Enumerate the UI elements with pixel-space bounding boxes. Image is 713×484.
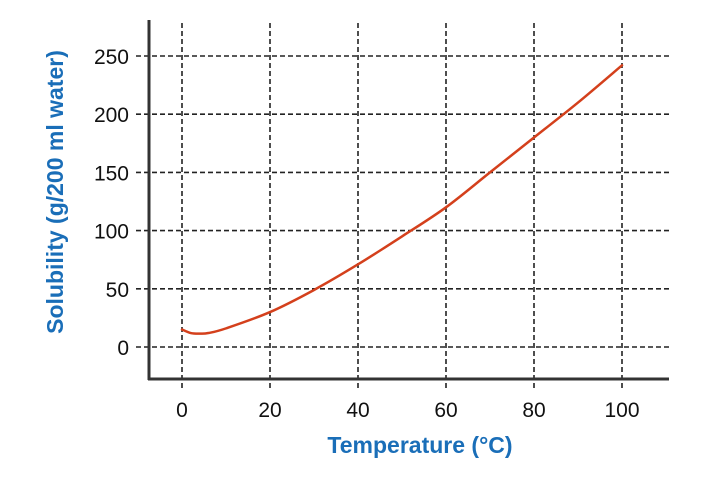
x-tick-label: 40 xyxy=(346,399,369,422)
y-tick-labels: 0 50 100 150 200 250 xyxy=(94,46,129,360)
x-tick-labels: 0 20 40 60 80 100 xyxy=(176,399,639,422)
y-tick-label: 150 xyxy=(94,162,129,185)
x-tick-label: 80 xyxy=(522,399,545,422)
x-tick-label: 100 xyxy=(604,399,639,422)
x-axis-title: Temperature (°C) xyxy=(327,432,512,458)
y-axis-title: Solubility (g/200 ml water) xyxy=(42,50,68,334)
y-tick-label: 200 xyxy=(94,104,129,127)
x-tick-label: 20 xyxy=(258,399,281,422)
y-tick-label: 250 xyxy=(94,46,129,69)
axes xyxy=(147,20,669,381)
y-tick-label: 100 xyxy=(94,221,129,244)
solubility-curve xyxy=(180,64,624,335)
x-tick-label: 60 xyxy=(434,399,457,422)
y-tick-label: 0 xyxy=(117,337,129,360)
y-tick-label: 50 xyxy=(106,279,129,302)
grid-lines xyxy=(136,23,669,391)
x-tick-label: 0 xyxy=(176,399,188,422)
